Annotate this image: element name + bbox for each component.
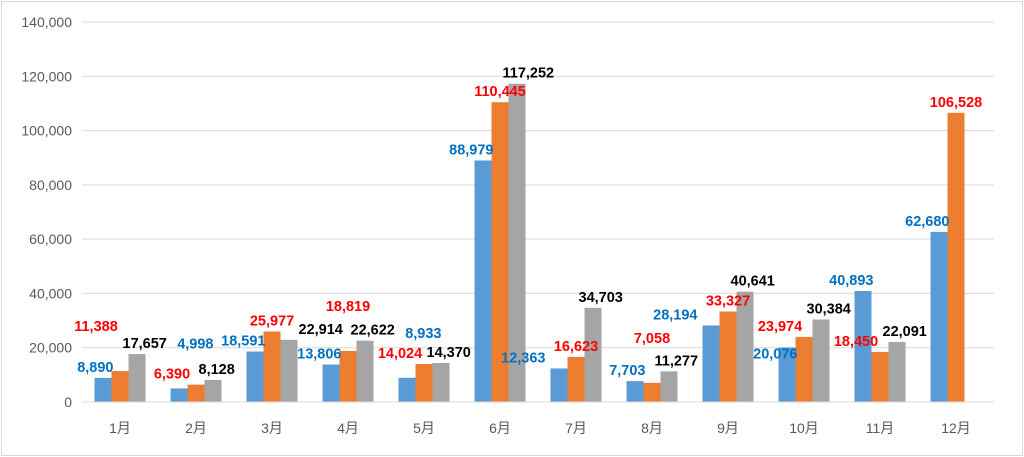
bar-series1 — [930, 231, 948, 402]
y-tick-label: 120,000 — [21, 68, 72, 84]
data-label-series1: 8,933 — [405, 326, 441, 342]
bar-series2 — [339, 350, 357, 402]
data-label-series1: 88,979 — [449, 142, 493, 158]
data-label-series2: 106,528 — [930, 95, 982, 111]
bar-series3 — [888, 342, 906, 402]
data-label-series2: 18,819 — [326, 299, 370, 315]
bar-series1 — [778, 347, 796, 402]
data-label-series2: 6,390 — [154, 367, 190, 383]
data-label-series3: 11,277 — [655, 353, 699, 369]
bar-series3 — [508, 83, 526, 402]
bar-series2 — [111, 371, 129, 402]
data-label-series3: 8,128 — [199, 362, 235, 378]
data-label-series2: 14,024 — [378, 346, 422, 362]
bar-series1 — [398, 377, 416, 402]
bar-series1 — [94, 377, 112, 402]
bar-series3 — [812, 319, 830, 402]
bar-series3 — [584, 307, 602, 402]
bar-series3 — [280, 339, 298, 402]
bar-series1 — [550, 368, 568, 402]
data-label-series1: 8,890 — [77, 360, 113, 376]
data-label-series1: 18,591 — [221, 334, 265, 350]
data-label-series2: 33,327 — [706, 294, 750, 310]
data-label-series1: 20,076 — [753, 347, 797, 363]
y-tick-label: 0 — [64, 394, 72, 410]
data-label-series1: 13,806 — [297, 347, 341, 363]
data-label-series2: 11,388 — [74, 319, 118, 335]
data-label-series2: 23,974 — [758, 319, 802, 335]
bar-series1 — [322, 364, 340, 402]
data-label-series3: 14,370 — [427, 345, 471, 361]
data-label-series2: 16,623 — [554, 339, 598, 355]
x-tick-label: 1月 — [109, 420, 131, 436]
bar-series1 — [474, 160, 492, 402]
bar-series2 — [415, 363, 433, 402]
bar-series2 — [567, 356, 585, 402]
x-tick-label: 10月 — [789, 420, 819, 436]
data-label-series3: 22,914 — [299, 322, 343, 338]
x-tick-label: 8月 — [641, 420, 663, 436]
x-tick-label: 5月 — [413, 420, 435, 436]
x-tick-label: 12月 — [941, 420, 971, 436]
data-label-series2: 7,058 — [634, 331, 670, 347]
bar-series3 — [356, 340, 374, 402]
bar-series2 — [263, 331, 281, 402]
x-tick-label: 4月 — [337, 420, 359, 436]
data-label-series1: 7,703 — [609, 363, 645, 379]
bar-series3 — [736, 291, 754, 402]
data-label-series3: 40,641 — [731, 274, 775, 290]
x-tick-label: 11月 — [866, 420, 895, 436]
bar-series1 — [170, 388, 188, 402]
bar-series2 — [491, 102, 509, 403]
data-label-series3: 17,657 — [123, 336, 167, 352]
data-label-series1: 40,893 — [829, 273, 873, 289]
bar-series1 — [626, 381, 644, 402]
data-label-series3: 34,703 — [579, 290, 623, 306]
data-label-series2: 18,450 — [834, 334, 878, 350]
x-tick-label: 3月 — [261, 420, 283, 436]
data-label-series3: 22,091 — [883, 324, 927, 340]
y-tick-label: 80,000 — [29, 177, 72, 193]
bar-series2 — [947, 112, 965, 402]
bar-series2 — [187, 384, 205, 402]
data-label-series1: 62,680 — [905, 214, 949, 230]
bar-series3 — [204, 379, 222, 402]
bar-series1 — [702, 325, 720, 402]
data-label-series1: 28,194 — [653, 307, 697, 323]
y-tick-label: 20,000 — [29, 340, 72, 356]
data-label-series3: 22,622 — [351, 323, 395, 339]
data-label-series2: 110,445 — [474, 84, 526, 100]
bar-series2 — [795, 336, 813, 402]
data-label-series2: 25,977 — [250, 313, 294, 329]
bar-series1 — [854, 291, 872, 402]
y-tick-label: 140,000 — [21, 14, 72, 30]
bar-series2 — [643, 382, 661, 402]
bar-series2 — [719, 311, 737, 402]
x-tick-label: 7月 — [565, 420, 587, 436]
bar-series2 — [871, 351, 889, 402]
bar-series3 — [660, 371, 678, 402]
data-label-series1: 12,363 — [501, 350, 545, 366]
y-tick-label: 60,000 — [29, 231, 72, 247]
x-tick-label: 6月 — [489, 420, 511, 436]
x-tick-label: 9月 — [717, 420, 739, 436]
y-tick-label: 40,000 — [29, 285, 72, 301]
bar-series3 — [432, 362, 450, 402]
data-label-series3: 117,252 — [503, 66, 555, 82]
bar-series1 — [246, 351, 264, 402]
data-label-series3: 30,384 — [807, 302, 851, 318]
bar-series3 — [128, 354, 146, 402]
data-label-series1: 4,998 — [177, 336, 213, 352]
x-tick-label: 2月 — [185, 420, 207, 436]
y-tick-label: 100,000 — [21, 123, 72, 139]
